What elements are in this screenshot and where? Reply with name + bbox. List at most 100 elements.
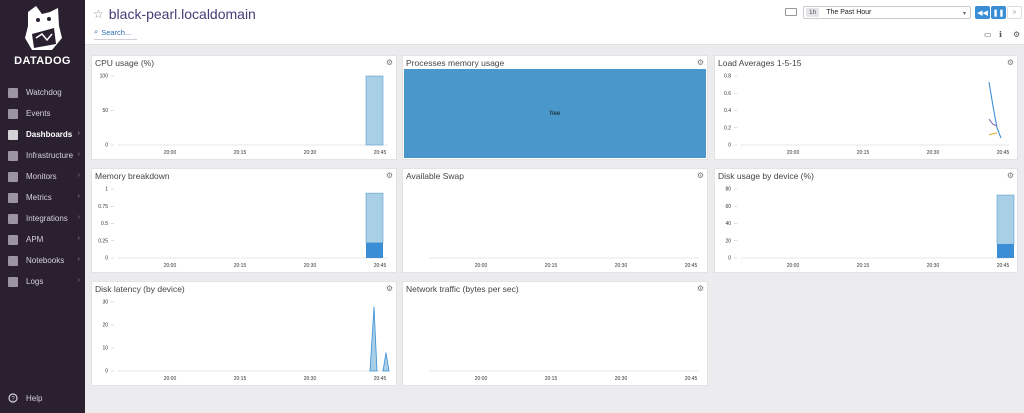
sidebar-item-label: Logs bbox=[26, 277, 44, 286]
x-tick-label: 20:30 bbox=[615, 376, 628, 382]
widget-cpu-usage[interactable]: CPU usage (%) ⚙ 100 50 0 20:00 20:15 20:30 20:… bbox=[91, 55, 397, 160]
chevron-right-icon: › bbox=[77, 130, 80, 137]
x-tick-label: 20:30 bbox=[304, 150, 317, 156]
help-label: Help bbox=[26, 393, 43, 403]
page-header: ☆ black-pearl.localdomain ⌕ Search... 1h… bbox=[85, 0, 1024, 45]
widget-disk-latency[interactable]: Disk latency (by device) ⚙ 30 20 10 0 20:00 2… bbox=[91, 281, 397, 386]
settings-gear-icon[interactable]: ⚙ bbox=[1013, 30, 1021, 39]
y-tick-label: 0.2 bbox=[724, 125, 731, 131]
x-tick-label: 20:15 bbox=[234, 150, 247, 156]
chart-plot: 0.8 0.6 0.4 0.2 0 20:00 20:15 20:30 20:45 bbox=[724, 74, 1009, 157]
y-tick-label: 40 bbox=[725, 221, 731, 227]
sidebar-item-label: Integrations bbox=[26, 214, 68, 223]
cpu-bar bbox=[365, 75, 384, 146]
chevron-right-icon: › bbox=[77, 235, 80, 242]
gear-icon[interactable]: ⚙ bbox=[1006, 171, 1014, 180]
chevron-right-icon: › bbox=[77, 214, 80, 221]
sidebar-item-integrations[interactable]: Integrations › bbox=[0, 208, 85, 229]
puzzle-icon bbox=[8, 213, 18, 224]
widget-network-traffic[interactable]: Network traffic (bytes per sec) ⚙ 20:00 2… bbox=[402, 281, 708, 386]
chevron-right-icon: › bbox=[77, 193, 80, 200]
gear-icon[interactable]: ⚙ bbox=[385, 284, 393, 293]
sidebar-item-monitors[interactable]: Monitors › bbox=[0, 166, 85, 187]
x-tick-label: 20:45 bbox=[685, 376, 698, 382]
datadog-logo[interactable]: DATADOG bbox=[0, 0, 85, 72]
tv-mode-icon[interactable]: ▭ bbox=[984, 30, 992, 39]
sidebar-item-label: Events bbox=[26, 109, 51, 118]
chevron-right-icon: › bbox=[77, 277, 80, 284]
x-tick-label: 20:00 bbox=[164, 376, 177, 382]
time-range-label: The Past Hour bbox=[826, 9, 872, 16]
sidebar-item-apm[interactable]: APM › bbox=[0, 229, 85, 250]
chevron-down-icon: ▾ bbox=[962, 11, 966, 17]
widget-title: Memory breakdown bbox=[95, 171, 170, 181]
y-tick-label: 1 bbox=[105, 187, 108, 193]
widget-memory-breakdown[interactable]: Memory breakdown ⚙ 1 0.75 0.5 0.25 0 20:00 20:… bbox=[91, 168, 397, 273]
search-input[interactable]: ⌕ Search... bbox=[94, 27, 137, 40]
disk-usage-bar-lower bbox=[997, 244, 1014, 258]
y-tick-label: 30 bbox=[102, 300, 108, 306]
widget-load-averages[interactable]: Load Averages 1-5-15 ⚙ 0.8 0.6 0.4 0.2 0 20:0… bbox=[714, 55, 1018, 160]
search-icon: ⌕ bbox=[94, 27, 99, 36]
chevron-right-icon: › bbox=[77, 256, 80, 263]
load-series-line bbox=[988, 81, 1002, 139]
memory-free-bar bbox=[365, 192, 384, 244]
x-tick-label: 20:00 bbox=[164, 263, 177, 269]
info-icon[interactable]: ℹ bbox=[999, 30, 1003, 39]
memory-used-bar bbox=[366, 242, 383, 258]
sidebar-item-label: APM bbox=[26, 235, 44, 244]
y-tick-label: 50 bbox=[102, 108, 108, 114]
rewind-button[interactable]: ◀◀ bbox=[975, 6, 990, 19]
y-tick-label: 0 bbox=[728, 256, 731, 262]
x-tick-label: 20:15 bbox=[857, 263, 870, 269]
sidebar-item-events[interactable]: Events bbox=[0, 103, 85, 124]
sidebar-item-dashboards[interactable]: Dashboards › bbox=[0, 124, 85, 145]
widget-title: CPU usage (%) bbox=[95, 58, 155, 68]
gear-icon[interactable]: ⚙ bbox=[385, 58, 393, 67]
gear-icon[interactable]: ⚙ bbox=[696, 58, 704, 67]
y-tick-label: 0 bbox=[105, 369, 108, 375]
gear-icon[interactable]: ⚙ bbox=[696, 171, 704, 180]
star-icon[interactable]: ☆ bbox=[93, 7, 104, 21]
sidebar-item-infrastructure[interactable]: Infrastructure › bbox=[0, 145, 85, 166]
x-tick-label: 20:30 bbox=[927, 263, 940, 269]
notebook-icon bbox=[8, 255, 18, 266]
y-tick-label: 80 bbox=[725, 187, 731, 193]
widget-available-swap[interactable]: Available Swap ⚙ 20:00 20:15 20:30 20:45 bbox=[402, 168, 708, 273]
x-tick-label: 20:45 bbox=[997, 263, 1010, 269]
y-tick-label: 0.6 bbox=[724, 91, 731, 97]
search-placeholder: Search... bbox=[101, 27, 132, 37]
page-title-text: black-pearl.localdomain bbox=[108, 6, 256, 22]
gear-icon[interactable]: ⚙ bbox=[696, 284, 704, 293]
time-range-badge: 1h bbox=[806, 8, 820, 17]
sidebar-item-watchdog[interactable]: Watchdog bbox=[0, 82, 85, 103]
sidebar-item-label: Metrics bbox=[26, 193, 52, 202]
x-tick-label: 20:00 bbox=[164, 150, 177, 156]
gear-icon[interactable]: ⚙ bbox=[385, 171, 393, 180]
sidebar-item-logs[interactable]: Logs › bbox=[0, 271, 85, 292]
rewind-icon: ◀◀ bbox=[977, 9, 988, 17]
sidebar-nav: Watchdog Events Dashboards › Infrastructure ›… bbox=[0, 82, 85, 292]
sidebar-item-help[interactable]: ? Help bbox=[8, 393, 42, 403]
sidebar: DATADOG Watchdog Events Dashboards › Infrast… bbox=[0, 0, 85, 413]
widget-disk-usage[interactable]: Disk usage by device (%) ⚙ 80 60 40 20 0 20:0… bbox=[714, 168, 1018, 273]
sidebar-item-metrics[interactable]: Metrics › bbox=[0, 187, 85, 208]
x-tick-label: 20:45 bbox=[374, 263, 387, 269]
page-title: ☆ black-pearl.localdomain bbox=[93, 6, 256, 22]
heatmap-cell-free[interactable]: free bbox=[404, 69, 706, 158]
chart-plot: 20:00 20:15 20:30 20:45 bbox=[429, 370, 699, 382]
sidebar-item-notebooks[interactable]: Notebooks › bbox=[0, 250, 85, 271]
y-tick-label: 0.5 bbox=[101, 221, 108, 227]
widget-title: Network traffic (bytes per sec) bbox=[406, 284, 519, 294]
forward-button[interactable]: » bbox=[1007, 6, 1022, 19]
widget-processes-memory[interactable]: Processes memory usage ⚙ free bbox=[402, 55, 708, 160]
pause-button[interactable]: ❚❚ bbox=[991, 6, 1006, 19]
x-tick-label: 20:30 bbox=[304, 376, 317, 382]
time-range-select[interactable]: 1h The Past Hour ▾ bbox=[803, 6, 971, 19]
chart-plot: 80 60 40 20 0 20:00 20:15 20:30 20:45 bbox=[725, 187, 1015, 269]
help-icon: ? bbox=[8, 393, 18, 403]
sidebar-item-label: Watchdog bbox=[26, 88, 62, 97]
keyboard-icon[interactable] bbox=[785, 8, 797, 16]
x-tick-label: 20:15 bbox=[545, 263, 558, 269]
gear-icon[interactable]: ⚙ bbox=[1006, 58, 1014, 67]
